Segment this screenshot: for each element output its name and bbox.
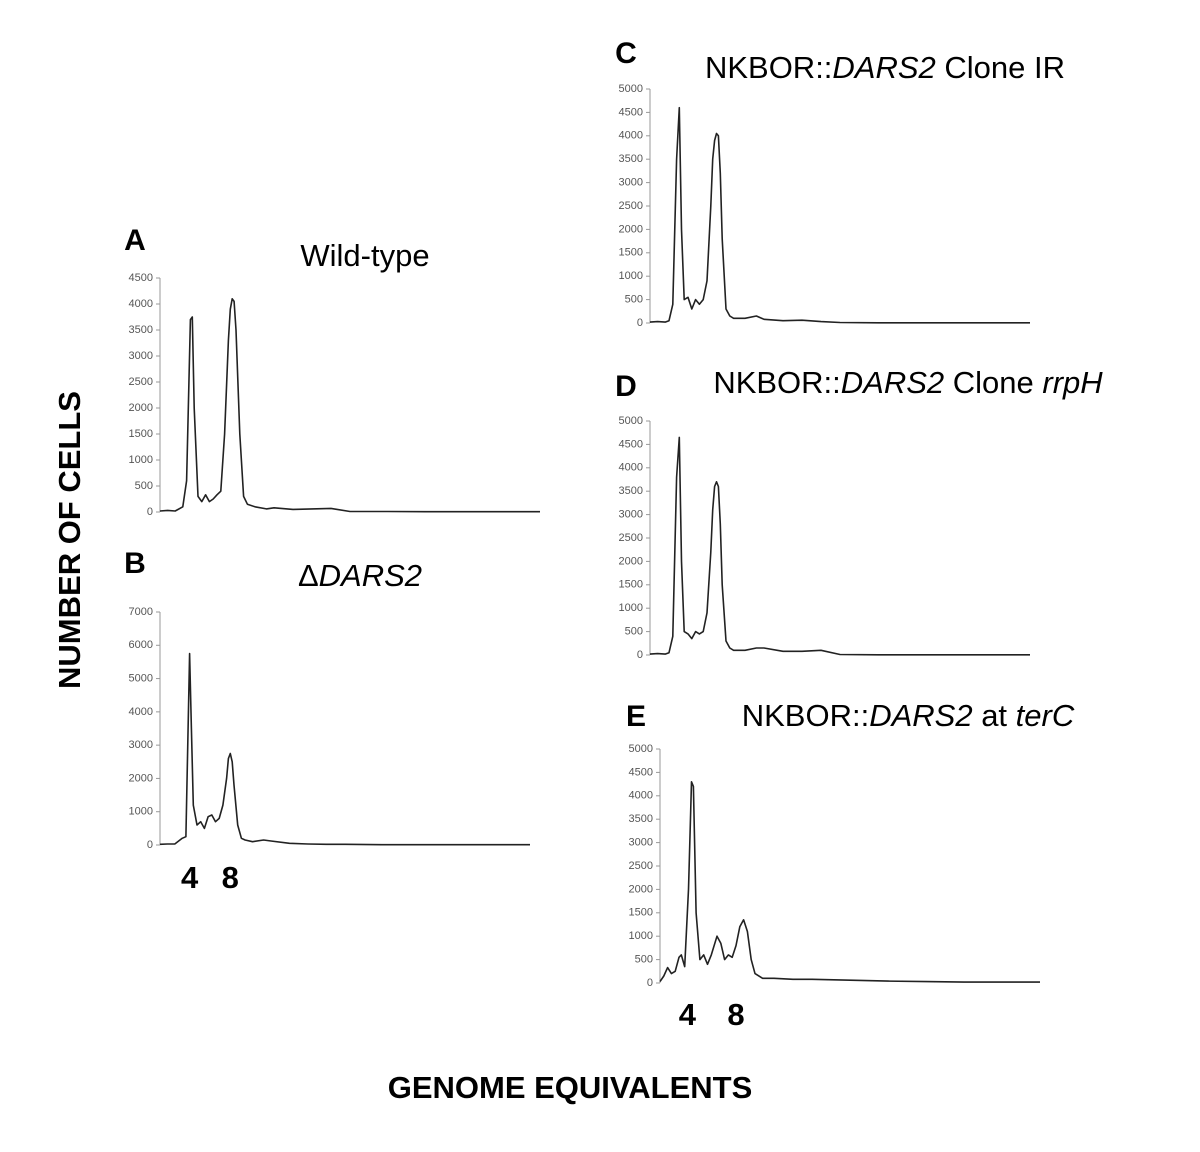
y-tick-label: 2000 bbox=[129, 772, 153, 784]
y-tick-label: 2500 bbox=[619, 200, 643, 212]
panel: B ΔDARS2 0 1000 2000 3000 4000 5000 6000 7000 4 8 bbox=[124, 547, 530, 895]
y-tick-label: 0 bbox=[147, 506, 153, 518]
y-axis-label: NUMBER OF CELLS bbox=[52, 391, 87, 689]
y-tick-label: 4500 bbox=[619, 438, 643, 450]
panel-title: Wild-type bbox=[300, 238, 429, 273]
peak-label: 4 bbox=[679, 997, 697, 1032]
y-tick-label: 7000 bbox=[129, 606, 153, 618]
x-axis-label: GENOME EQUIVALENTS bbox=[388, 1070, 753, 1105]
histogram-line bbox=[159, 652, 530, 846]
y-tick-label: 1500 bbox=[619, 247, 643, 259]
y-tick-label: 3500 bbox=[129, 324, 153, 336]
peak-label: 8 bbox=[222, 860, 239, 895]
panel-letter: E bbox=[626, 700, 646, 733]
y-tick-label: 500 bbox=[625, 626, 643, 638]
y-tick-label: 3500 bbox=[619, 153, 643, 165]
panel-title: NKBOR::DARS2 Clone rrpH bbox=[713, 365, 1103, 400]
y-tick-label: 1000 bbox=[629, 930, 653, 942]
y-tick-label: 4000 bbox=[619, 130, 643, 142]
y-tick-label: 2000 bbox=[619, 555, 643, 567]
panel-letter: D bbox=[615, 370, 637, 403]
y-tick-label: 0 bbox=[647, 977, 653, 989]
title-part: terC bbox=[1016, 698, 1075, 733]
y-tick-label: 3500 bbox=[619, 485, 643, 497]
y-tick-label: 3000 bbox=[619, 177, 643, 189]
panel-title: NKBOR::DARS2 Clone IR bbox=[705, 50, 1065, 85]
panel-title: NKBOR::DARS2 at terC bbox=[742, 698, 1075, 733]
y-tick-label: 2000 bbox=[619, 223, 643, 235]
y-tick-label: 5000 bbox=[629, 743, 653, 755]
y-tick-label: 4500 bbox=[619, 106, 643, 118]
y-tick-label: 6000 bbox=[129, 639, 153, 651]
title-part: NKBOR:: bbox=[705, 50, 832, 85]
title-part: rrpH bbox=[1042, 365, 1103, 400]
y-tick-label: 2500 bbox=[619, 532, 643, 544]
y-tick-label: 1000 bbox=[129, 454, 153, 466]
y-tick-label: 1000 bbox=[619, 270, 643, 282]
y-tick-label: 500 bbox=[625, 294, 643, 306]
panel-letter: C bbox=[615, 37, 637, 70]
y-tick-label: 1000 bbox=[619, 602, 643, 614]
y-tick-label: 4000 bbox=[629, 790, 653, 802]
y-tick-label: 1500 bbox=[629, 907, 653, 919]
y-tick-label: 0 bbox=[637, 317, 643, 329]
y-tick-label: 2500 bbox=[129, 376, 153, 388]
y-tick-label: 4000 bbox=[619, 462, 643, 474]
y-tick-label: 3000 bbox=[129, 350, 153, 362]
y-tick-label: 4500 bbox=[629, 766, 653, 778]
title-part: DARS2 bbox=[841, 365, 944, 400]
y-tick-label: 500 bbox=[635, 954, 653, 966]
peak-label: 4 bbox=[181, 860, 199, 895]
title-part: Wild-type bbox=[300, 238, 429, 273]
y-tick-label: 5000 bbox=[619, 415, 643, 427]
title-part: Clone IR bbox=[936, 50, 1065, 85]
y-tick-label: 2000 bbox=[629, 883, 653, 895]
y-tick-label: 3500 bbox=[629, 813, 653, 825]
title-part: DARS2 bbox=[869, 698, 972, 733]
histogram-line bbox=[159, 298, 540, 513]
title-part: DARS2 bbox=[319, 558, 422, 593]
histogram-line bbox=[649, 436, 1030, 656]
panel-letter: A bbox=[124, 224, 146, 257]
histogram-line bbox=[649, 106, 1030, 324]
y-tick-label: 2500 bbox=[629, 860, 653, 872]
y-tick-label: 1000 bbox=[129, 806, 153, 818]
y-tick-label: 4000 bbox=[129, 298, 153, 310]
y-tick-label: 4500 bbox=[129, 272, 153, 284]
title-part: at bbox=[973, 698, 1016, 733]
y-tick-label: 0 bbox=[147, 839, 153, 851]
panel-title: ΔDARS2 bbox=[298, 558, 422, 593]
title-part: NKBOR:: bbox=[742, 698, 869, 733]
title-part: NKBOR:: bbox=[713, 365, 840, 400]
panel: C NKBOR::DARS2 Clone IR0 500 1000 1500 2000 25… bbox=[615, 37, 1065, 329]
histogram-line bbox=[659, 781, 1040, 983]
peak-label: 8 bbox=[727, 997, 744, 1032]
title-part: Clone bbox=[944, 365, 1042, 400]
y-tick-label: 4000 bbox=[129, 706, 153, 718]
panel: A Wild-type 0 500 1000 1500 2000 2500 3000 3500 40… bbox=[124, 224, 540, 518]
y-tick-label: 5000 bbox=[619, 83, 643, 95]
y-tick-label: 3000 bbox=[629, 837, 653, 849]
y-tick-label: 500 bbox=[135, 480, 153, 492]
panel-letter: B bbox=[124, 547, 146, 580]
y-tick-label: 3000 bbox=[129, 739, 153, 751]
y-tick-label: 3000 bbox=[619, 509, 643, 521]
title-part: DARS2 bbox=[832, 50, 935, 85]
y-tick-label: 1500 bbox=[619, 579, 643, 591]
y-tick-label: 5000 bbox=[129, 672, 153, 684]
title-part: Δ bbox=[298, 558, 319, 593]
y-tick-label: 0 bbox=[637, 649, 643, 661]
y-tick-label: 2000 bbox=[129, 402, 153, 414]
y-tick-label: 1500 bbox=[129, 428, 153, 440]
